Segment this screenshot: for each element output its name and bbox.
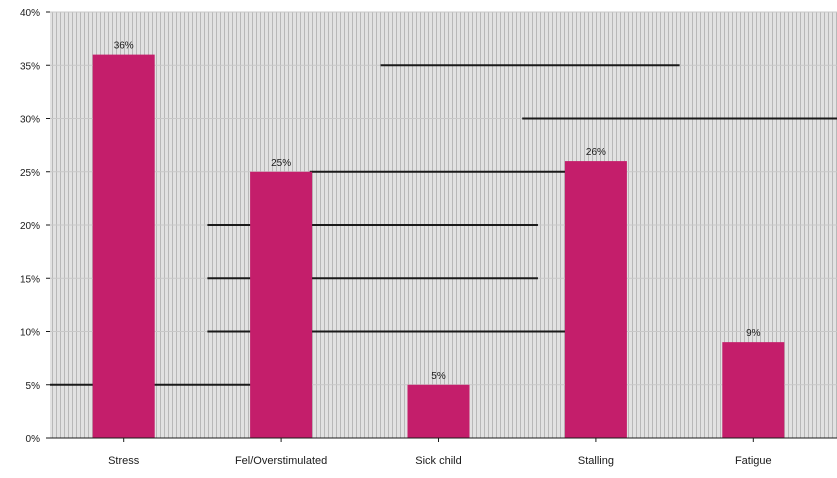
y-tick-label: 20% (20, 221, 40, 232)
y-tick-label: 10% (20, 328, 40, 339)
y-tick-label: 35% (20, 61, 40, 72)
bars (92, 54, 785, 438)
data-label: 36% (114, 41, 134, 52)
y-axis-ticks: 0% 5% 10% 15% 20% 25% 30% 35% 40% (20, 8, 837, 445)
y-tick-label: 5% (26, 381, 41, 392)
y-tick-label: 15% (20, 274, 40, 285)
x-tick-label: Sick child (415, 455, 461, 467)
bar (407, 384, 470, 438)
bar (722, 342, 785, 438)
y-tick-label: 0% (26, 434, 41, 445)
x-axis-ticks: Stress Fel/Overstimulated Sick child Stalli… (108, 438, 772, 467)
x-tick-label: Stress (108, 455, 140, 467)
data-labels: 36% 25% 5% 26% 9% (114, 41, 761, 382)
data-label: 5% (431, 371, 446, 382)
bar (92, 54, 155, 438)
data-label: 9% (746, 328, 761, 339)
y-tick-label: 30% (20, 115, 40, 126)
bar (564, 161, 627, 438)
y-tick-label: 40% (20, 8, 40, 19)
bar (250, 171, 313, 438)
data-label: 26% (586, 147, 606, 158)
x-tick-label: Stalling (578, 455, 614, 467)
y-tick-label: 25% (20, 168, 40, 179)
x-tick-label: Fatigue (735, 455, 772, 467)
data-label: 25% (271, 158, 291, 169)
x-tick-label: Fel/Overstimulated (235, 455, 327, 467)
